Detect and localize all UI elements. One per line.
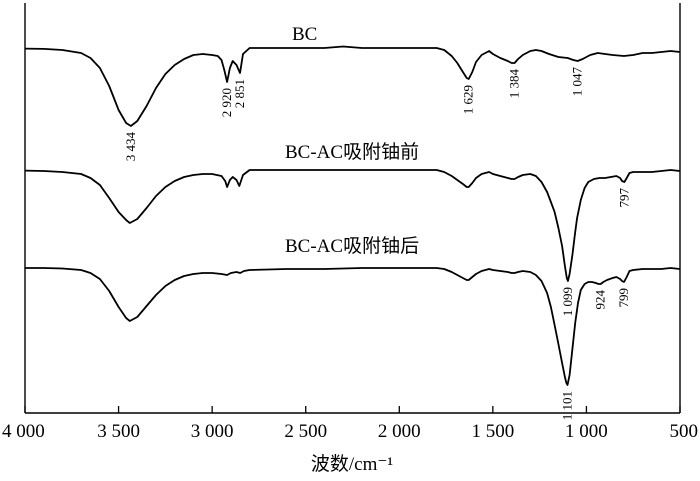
series-label-bc-ac-after: BC-AC吸附铀后 [285,235,419,257]
x-tick-label: 2 500 [284,421,327,442]
peak-label: 1 047 [570,67,585,97]
series-label-bc: BC [292,24,317,45]
series-line-3 [25,267,681,386]
x-tick-label: 4 000 [2,421,45,442]
x-tick-label: 1 500 [471,421,514,442]
series-line-1 [24,45,681,127]
series-line-2 [24,169,681,282]
x-tick-label: 3 000 [191,421,234,442]
x-tick-label: 1 000 [565,421,608,442]
peak-label: 924 [593,290,608,310]
series-lines [24,45,681,386]
x-axis-title: 波数/cm⁻¹ [311,453,394,475]
peak-label: 1 629 [461,85,476,114]
x-tick-label: 3 500 [97,421,140,442]
x-tick-label: 2 000 [378,421,421,442]
peak-label: 2 920 [219,88,234,117]
peak-label: 2 851 [232,79,247,108]
peak-label: 1 384 [507,69,522,99]
peak-label: 797 [616,188,631,208]
x-tick-label: 500 [670,421,699,442]
series-label-bc-ac-before: BC-AC吸附铀前 [285,141,419,163]
plot-frame [24,3,681,414]
peak-label: 1 101 [560,391,575,420]
peak-label: 799 [616,288,631,308]
x-ticks: 4 000 3 500 3 000 2 500 2 000 1 500 1 000 500 [2,406,698,442]
peak-label: 1 099 [560,287,575,316]
peak-label: 3 434 [123,132,138,162]
